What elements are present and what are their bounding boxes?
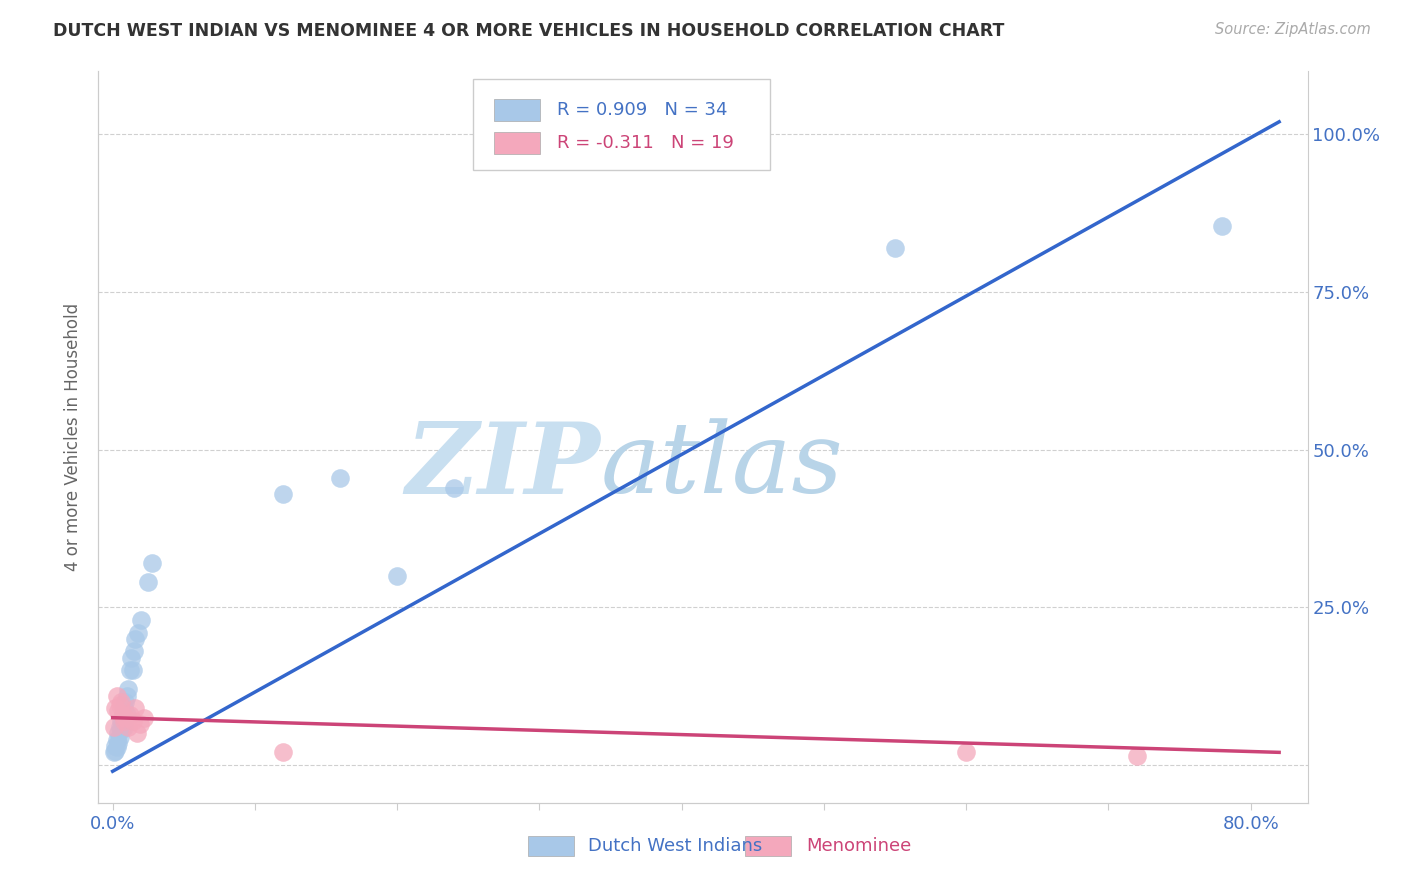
Point xyxy=(118,707,141,722)
Point xyxy=(273,487,295,501)
Point xyxy=(103,720,125,734)
Point xyxy=(105,732,128,747)
Point xyxy=(114,711,136,725)
Point xyxy=(112,714,135,728)
Point xyxy=(112,701,135,715)
Point xyxy=(443,481,465,495)
Text: atlas: atlas xyxy=(600,418,844,514)
Point xyxy=(108,720,131,734)
Point xyxy=(114,695,136,709)
FancyBboxPatch shape xyxy=(527,836,574,856)
Point xyxy=(108,730,131,744)
Point xyxy=(136,575,159,590)
Point xyxy=(128,717,150,731)
FancyBboxPatch shape xyxy=(494,132,540,154)
Point xyxy=(105,689,128,703)
Point xyxy=(110,723,132,738)
Point xyxy=(115,707,138,722)
Point xyxy=(127,625,149,640)
Point xyxy=(124,701,146,715)
Point xyxy=(110,714,132,728)
Point xyxy=(125,726,148,740)
Point xyxy=(122,644,145,658)
FancyBboxPatch shape xyxy=(494,99,540,121)
Text: R = 0.909   N = 34: R = 0.909 N = 34 xyxy=(557,101,727,120)
FancyBboxPatch shape xyxy=(745,836,792,856)
Point xyxy=(112,720,135,734)
Point xyxy=(111,707,134,722)
Point xyxy=(107,726,129,740)
Point xyxy=(110,695,132,709)
Point xyxy=(117,720,139,734)
FancyBboxPatch shape xyxy=(474,78,769,170)
Y-axis label: 4 or more Vehicles in Household: 4 or more Vehicles in Household xyxy=(65,303,83,571)
Point xyxy=(120,650,142,665)
Point xyxy=(141,556,163,570)
Point xyxy=(108,698,131,712)
Text: Dutch West Indians: Dutch West Indians xyxy=(588,837,762,855)
Point xyxy=(117,682,139,697)
Text: Menominee: Menominee xyxy=(806,837,911,855)
Point xyxy=(104,701,127,715)
Text: ZIP: ZIP xyxy=(405,418,600,515)
Point xyxy=(884,241,907,255)
Text: R = -0.311   N = 19: R = -0.311 N = 19 xyxy=(557,134,734,152)
Point xyxy=(132,711,155,725)
Point xyxy=(121,664,143,678)
Point xyxy=(955,745,977,759)
Text: Source: ZipAtlas.com: Source: ZipAtlas.com xyxy=(1215,22,1371,37)
Point xyxy=(273,745,295,759)
Point xyxy=(124,632,146,646)
Point xyxy=(115,689,138,703)
Point xyxy=(1211,219,1233,233)
Text: DUTCH WEST INDIAN VS MENOMINEE 4 OR MORE VEHICLES IN HOUSEHOLD CORRELATION CHART: DUTCH WEST INDIAN VS MENOMINEE 4 OR MORE… xyxy=(53,22,1005,40)
Point xyxy=(103,745,125,759)
Point xyxy=(129,613,152,627)
Point xyxy=(121,714,143,728)
Point xyxy=(385,569,408,583)
Point xyxy=(107,736,129,750)
Point xyxy=(104,739,127,753)
Point xyxy=(111,717,134,731)
Point xyxy=(1126,748,1149,763)
Point xyxy=(105,740,128,755)
Point xyxy=(329,471,352,485)
Point xyxy=(104,744,127,758)
Point xyxy=(111,707,134,722)
Point xyxy=(118,664,141,678)
Point xyxy=(107,705,129,719)
